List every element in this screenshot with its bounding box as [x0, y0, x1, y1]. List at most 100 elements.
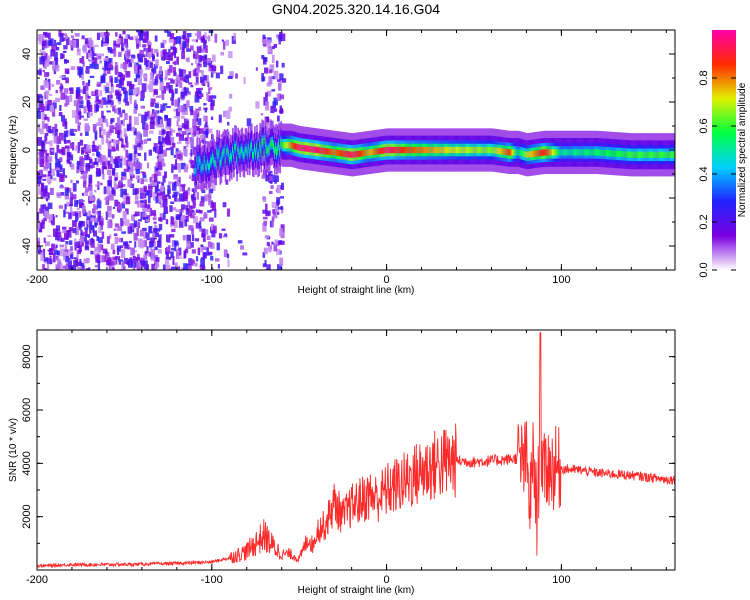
ridge-cell — [278, 140, 280, 148]
ridge-cell — [552, 149, 555, 156]
noise-speckle — [226, 208, 231, 217]
ridge-cell — [571, 149, 574, 156]
noise-speckle — [275, 60, 279, 68]
noise-speckle — [127, 166, 131, 170]
noise-speckle — [126, 81, 132, 87]
noise-speckle — [181, 267, 184, 270]
noise-speckle — [52, 243, 56, 251]
colorbar-label: Normalized spectral amplitude — [737, 82, 748, 217]
noise-speckle — [83, 118, 89, 121]
noise-speckle — [39, 222, 43, 229]
noise-speckle — [153, 64, 158, 69]
noise-speckle — [171, 129, 176, 133]
noise-speckle — [112, 256, 117, 261]
noise-speckle — [130, 57, 134, 63]
noise-speckle — [181, 130, 187, 136]
noise-speckle — [206, 247, 209, 256]
ridge-cell — [637, 151, 640, 158]
ridge-cell — [353, 151, 356, 158]
noise-speckle — [171, 266, 176, 270]
ridge-cell — [417, 146, 420, 154]
noise-speckle — [143, 47, 146, 52]
ridge-cell — [630, 151, 633, 158]
noise-speckle — [277, 264, 282, 270]
noise-speckle — [162, 137, 167, 143]
noise-speckle — [204, 107, 208, 113]
noise-speckle — [173, 174, 178, 180]
ridge-cell — [485, 146, 488, 154]
ridge-cell — [345, 150, 347, 158]
ridge-cell — [330, 148, 333, 156]
ridge-cell — [461, 146, 464, 154]
noise-speckle — [134, 241, 137, 248]
ridge-cell — [593, 149, 596, 156]
noise-speckle — [135, 104, 138, 111]
ridge-cell — [478, 146, 481, 154]
noise-speckle — [55, 89, 58, 94]
noise-speckle — [37, 241, 40, 250]
noise-speckle — [279, 228, 284, 237]
noise-speckle — [89, 75, 95, 79]
noise-speckle — [175, 209, 181, 213]
noise-speckle — [58, 149, 64, 154]
noise-speckle — [172, 66, 176, 73]
noise-speckle — [84, 41, 90, 48]
noise-speckle — [44, 32, 49, 38]
noise-speckle — [224, 233, 228, 236]
noise-speckle — [190, 149, 193, 157]
noise-speckle — [178, 193, 183, 202]
noise-speckle — [106, 236, 110, 244]
ridge-cell — [240, 147, 243, 154]
noise-speckle — [217, 264, 220, 269]
noise-speckle — [165, 251, 169, 260]
noise-speckle — [75, 115, 80, 124]
noise-speckle — [124, 50, 130, 58]
noise-speckle — [104, 60, 108, 67]
ridge-cell — [204, 163, 207, 170]
noise-speckle — [76, 180, 79, 184]
noise-speckle — [174, 262, 178, 270]
noise-speckle — [186, 234, 192, 244]
ridge-cell — [563, 149, 566, 156]
ridge-cell — [587, 149, 590, 156]
noise-speckle — [160, 42, 165, 48]
noise-speckle — [43, 123, 47, 129]
noise-speckle — [183, 163, 189, 170]
ridge-cell — [337, 149, 340, 157]
noise-speckle — [142, 212, 147, 218]
ridge-cell — [520, 150, 523, 157]
noise-speckle — [117, 96, 122, 102]
noise-speckle — [138, 113, 141, 117]
ridge-cell — [570, 149, 573, 156]
noise-speckle — [63, 59, 68, 64]
ridge-cell — [530, 151, 533, 158]
ridge-cell — [450, 146, 452, 154]
noise-speckle — [56, 169, 60, 177]
noise-speckle — [141, 83, 147, 92]
noise-speckle — [54, 245, 58, 252]
noise-speckle — [62, 121, 65, 127]
noise-speckle — [147, 204, 151, 209]
noise-speckle — [175, 108, 181, 117]
noise-speckle — [105, 105, 109, 108]
ridge-cell — [509, 149, 512, 156]
noise-speckle — [205, 129, 209, 138]
ridge-cell — [432, 146, 435, 154]
y-tick-label: 0 — [21, 147, 33, 153]
noise-speckle — [146, 238, 151, 241]
noise-speckle — [95, 167, 101, 175]
noise-speckle — [82, 180, 87, 188]
noise-speckle — [110, 104, 115, 108]
noise-speckle — [181, 186, 186, 192]
noise-speckle — [263, 38, 269, 45]
noise-speckle — [114, 64, 119, 74]
noise-speckle — [279, 257, 284, 266]
noise-speckle — [62, 229, 67, 234]
ridge-cell — [274, 149, 276, 156]
ridge-cell — [460, 146, 463, 154]
ridge-cell — [280, 139, 282, 146]
noise-speckle — [97, 198, 100, 201]
ridge-cell — [314, 146, 317, 153]
noise-speckle — [159, 81, 164, 91]
noise-speckle — [127, 179, 132, 188]
